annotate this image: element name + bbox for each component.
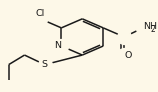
Text: NH: NH [143, 22, 157, 31]
Text: N: N [54, 41, 61, 51]
Text: O: O [125, 51, 132, 60]
Text: Cl: Cl [36, 9, 45, 18]
Text: 2: 2 [151, 25, 156, 34]
Text: S: S [42, 60, 48, 69]
